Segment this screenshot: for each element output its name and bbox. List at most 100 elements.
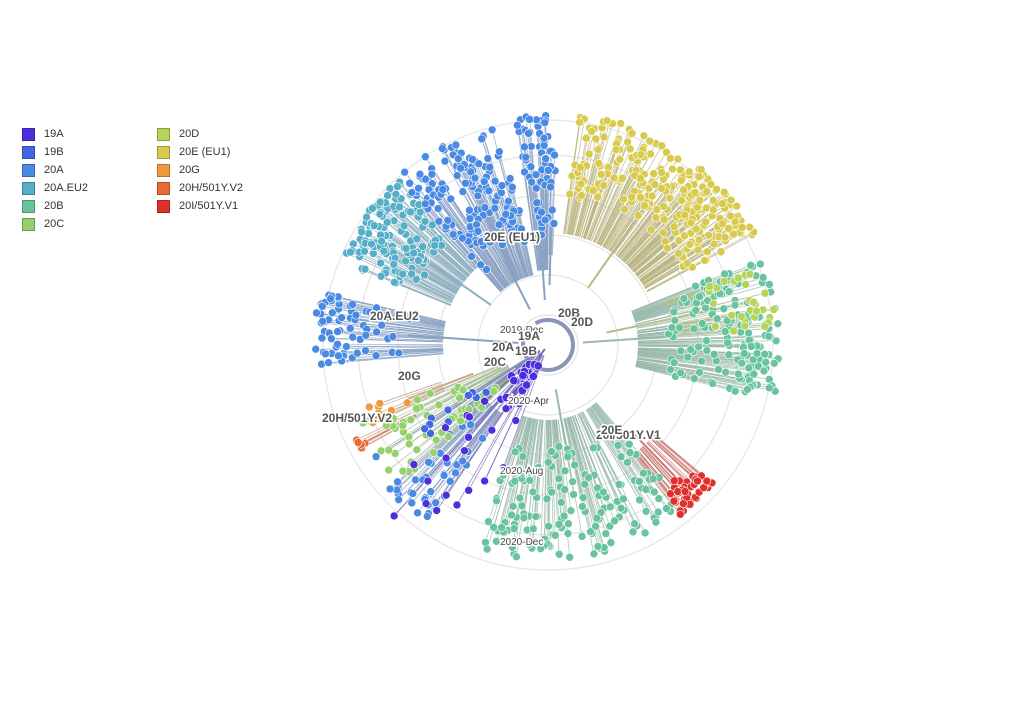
tip-node[interactable] bbox=[412, 234, 422, 244]
tip-node[interactable] bbox=[441, 490, 451, 500]
tip-node[interactable] bbox=[539, 133, 549, 143]
tip-node[interactable] bbox=[551, 531, 560, 540]
tip-node[interactable] bbox=[487, 425, 497, 435]
tip-node[interactable] bbox=[636, 193, 645, 202]
tip-node[interactable] bbox=[385, 184, 395, 193]
tip-node[interactable] bbox=[509, 524, 519, 533]
tip-node[interactable] bbox=[610, 516, 619, 526]
tip-node[interactable] bbox=[729, 229, 738, 239]
tip-node[interactable] bbox=[528, 371, 538, 381]
tip-node[interactable] bbox=[565, 552, 575, 562]
tip-node[interactable] bbox=[372, 303, 381, 313]
tip-node[interactable] bbox=[383, 191, 392, 200]
tip-node[interactable] bbox=[406, 207, 415, 217]
tip-node[interactable] bbox=[719, 277, 729, 286]
tip-node[interactable] bbox=[729, 326, 739, 336]
tip-node[interactable] bbox=[712, 314, 722, 324]
tip-node[interactable] bbox=[676, 175, 686, 185]
tip-node[interactable] bbox=[584, 149, 594, 159]
tip-node[interactable] bbox=[761, 357, 771, 367]
tip-node[interactable] bbox=[317, 359, 326, 369]
tip-node[interactable] bbox=[413, 508, 422, 518]
legend-item-20c[interactable]: 20C bbox=[22, 215, 152, 233]
tip-node[interactable] bbox=[389, 414, 398, 423]
tip-node[interactable] bbox=[554, 442, 564, 451]
tip-node[interactable] bbox=[456, 163, 465, 173]
tip-node[interactable] bbox=[719, 304, 729, 314]
tip-node[interactable] bbox=[666, 154, 675, 163]
tip-node[interactable] bbox=[440, 156, 450, 166]
tip-node[interactable] bbox=[501, 209, 511, 219]
tip-node[interactable] bbox=[636, 174, 645, 183]
tip-node[interactable] bbox=[709, 195, 718, 205]
tip-node[interactable] bbox=[654, 494, 664, 503]
tip-node[interactable] bbox=[679, 185, 688, 195]
tip-node[interactable] bbox=[531, 183, 541, 193]
tip-node[interactable] bbox=[399, 221, 409, 231]
tip-node[interactable] bbox=[395, 202, 404, 212]
tip-node[interactable] bbox=[537, 230, 546, 240]
tip-node[interactable] bbox=[666, 489, 675, 499]
tip-node[interactable] bbox=[376, 258, 385, 268]
tip-node[interactable] bbox=[749, 297, 758, 307]
tip-node[interactable] bbox=[379, 246, 389, 256]
tip-node[interactable] bbox=[741, 280, 750, 289]
tip-node[interactable] bbox=[541, 154, 550, 164]
tip-node[interactable] bbox=[458, 233, 467, 243]
tip-node[interactable] bbox=[441, 423, 450, 432]
tip-node[interactable] bbox=[752, 306, 761, 316]
tip-node[interactable] bbox=[773, 319, 783, 328]
tip-node[interactable] bbox=[508, 542, 517, 552]
tip-node[interactable] bbox=[697, 356, 706, 366]
tip-node[interactable] bbox=[476, 260, 485, 270]
tip-node[interactable] bbox=[556, 498, 566, 507]
tip-node[interactable] bbox=[367, 239, 376, 249]
tip-node[interactable] bbox=[388, 332, 398, 341]
tip-node[interactable] bbox=[421, 174, 430, 184]
tip-node[interactable] bbox=[646, 225, 656, 235]
tip-node[interactable] bbox=[614, 480, 624, 489]
tip-node[interactable] bbox=[333, 327, 342, 336]
tip-node[interactable] bbox=[413, 395, 422, 405]
tip-node[interactable] bbox=[421, 152, 430, 162]
tip-node[interactable] bbox=[426, 429, 435, 438]
tip-node[interactable] bbox=[668, 164, 677, 174]
tip-node[interactable] bbox=[544, 522, 553, 531]
tip-node[interactable] bbox=[512, 552, 521, 562]
tip-node[interactable] bbox=[675, 510, 685, 519]
tip-node[interactable] bbox=[385, 484, 395, 494]
tree-tips[interactable] bbox=[311, 111, 783, 562]
tip-node[interactable] bbox=[593, 542, 603, 551]
tip-node[interactable] bbox=[700, 256, 710, 265]
tip-node[interactable] bbox=[669, 476, 679, 486]
tip-node[interactable] bbox=[684, 167, 694, 177]
tip-node[interactable] bbox=[525, 115, 534, 124]
tip-node[interactable] bbox=[651, 213, 661, 222]
tip-node[interactable] bbox=[578, 493, 588, 502]
tip-node[interactable] bbox=[577, 532, 587, 541]
legend-item-20a[interactable]: 20A bbox=[22, 161, 152, 179]
tip-node[interactable] bbox=[685, 240, 695, 249]
tip-node[interactable] bbox=[705, 282, 715, 291]
tip-node[interactable] bbox=[351, 310, 361, 320]
tip-node[interactable] bbox=[577, 191, 586, 200]
tip-node[interactable] bbox=[554, 549, 564, 559]
tip-node[interactable] bbox=[524, 540, 534, 549]
tip-node[interactable] bbox=[620, 205, 629, 214]
tip-node[interactable] bbox=[517, 501, 527, 511]
tip-node[interactable] bbox=[737, 312, 746, 321]
tip-node[interactable] bbox=[510, 476, 520, 486]
tip-node[interactable] bbox=[468, 155, 477, 164]
tip-node[interactable] bbox=[312, 308, 321, 318]
tip-node[interactable] bbox=[564, 519, 573, 529]
tip-node[interactable] bbox=[645, 136, 655, 146]
tip-node[interactable] bbox=[458, 385, 468, 395]
tip-node[interactable] bbox=[771, 336, 781, 346]
tip-node[interactable] bbox=[743, 385, 752, 394]
tip-node[interactable] bbox=[718, 199, 727, 208]
tip-node[interactable] bbox=[411, 475, 420, 485]
legend-item-20d[interactable]: 20D bbox=[157, 125, 287, 143]
tip-node[interactable] bbox=[487, 125, 497, 135]
tip-node[interactable] bbox=[704, 230, 713, 240]
tip-node[interactable] bbox=[680, 487, 690, 496]
